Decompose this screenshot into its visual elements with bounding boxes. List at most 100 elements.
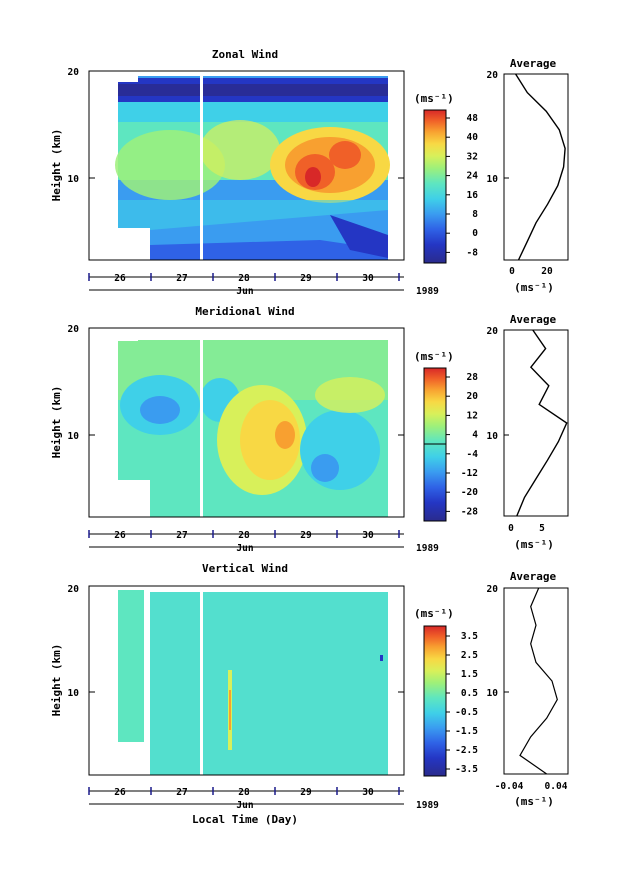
month-label: Jun xyxy=(236,800,253,811)
profile-unit-zonal: (ms⁻¹) xyxy=(514,281,554,294)
day-label: 26 xyxy=(114,273,126,284)
day-label: 28 xyxy=(238,530,250,541)
profile-zonal: Average 20 10 0 20 (ms⁻¹) xyxy=(487,57,569,294)
profile-line-meridional xyxy=(516,329,568,517)
profile-ytick-10-m: 10 xyxy=(487,431,499,442)
day-label: 27 xyxy=(176,273,187,284)
month-label: Jun xyxy=(236,543,253,554)
heatmap-zonal xyxy=(115,76,390,260)
ylabel-zonal: Height (km) xyxy=(50,129,63,202)
colorbar-tick: 48 xyxy=(467,113,479,124)
day-label: 30 xyxy=(362,530,374,541)
axes-frame-meridional xyxy=(88,327,405,518)
yaxis-meridional: 20 10 Height (km) xyxy=(50,324,404,458)
colorbar-tick: -8 xyxy=(467,247,479,258)
ytick-20: 20 xyxy=(68,67,80,78)
profile-meridional: Average 20 10 0 5 (ms⁻¹) xyxy=(487,313,569,551)
profile-ytick-20-m: 20 xyxy=(487,326,499,337)
day-label: 30 xyxy=(362,273,374,284)
colorbar-tick: 24 xyxy=(467,171,479,182)
day-label: 27 xyxy=(176,530,187,541)
colorbar-tick: -2.5 xyxy=(455,745,478,756)
colorbar-tick: -20 xyxy=(461,487,478,498)
colorbar-tick: 4 xyxy=(472,430,478,441)
profile-xtick-1-zonal: 20 xyxy=(541,266,553,277)
day-label: 29 xyxy=(300,787,312,798)
colorbar-tick: 12 xyxy=(467,410,478,421)
ylabel-meridional: Height (km) xyxy=(50,386,63,459)
panel-zonal: Zonal Wind 20 10 xyxy=(50,48,569,297)
profile-xtick-0-vertical: -0.04 xyxy=(495,781,524,792)
profile-xtick-1-meridional: 5 xyxy=(539,523,545,534)
day-label: 28 xyxy=(238,787,250,798)
profile-vertical: Average 20 10 -0.04 0.04 (ms⁻¹) xyxy=(487,570,569,808)
colorbar-tick: 0.5 xyxy=(461,688,478,699)
year-label: 1989 xyxy=(416,543,439,554)
ytick-20-vertical: 20 xyxy=(68,584,80,595)
profile-unit-vertical: (ms⁻¹) xyxy=(514,795,554,808)
colorbar-tick: 32 xyxy=(467,151,478,162)
colorbar-tick: 40 xyxy=(467,132,479,143)
day-label: 26 xyxy=(114,787,126,798)
title-vertical: Vertical Wind xyxy=(202,562,288,575)
xaxis-vertical: 26 27 28 29 30 Jun 1989 xyxy=(88,787,439,811)
day-label: 27 xyxy=(176,787,187,798)
day-label: 30 xyxy=(362,787,374,798)
profile-ytick-10: 10 xyxy=(487,174,499,185)
average-title-zonal: Average xyxy=(510,57,557,70)
average-title-vertical: Average xyxy=(510,570,557,583)
year-label: 1989 xyxy=(416,800,439,811)
axes-frame-vertical xyxy=(88,585,405,776)
panel-meridional: Meridional Wind 20 10 Height (km) xyxy=(50,305,569,554)
profile-ytick-20: 20 xyxy=(487,70,499,81)
axes-frame-zonal xyxy=(88,70,405,261)
colorbar-tick: -1.5 xyxy=(455,726,478,737)
xlabel: Local Time (Day) xyxy=(192,813,298,826)
month-label: Jun xyxy=(236,286,253,297)
colorbar-vertical: (ms⁻¹) 3.5 2.5 1.5 0.5 -0.5 -1.5 -2.5 -3.5 xyxy=(414,607,478,777)
colorbar-tick: 16 xyxy=(467,190,479,201)
ytick-10-meridional: 10 xyxy=(68,431,80,442)
day-label: 29 xyxy=(300,530,312,541)
xaxis-zonal: 26 27 28 29 30 Jun 1989 xyxy=(88,273,439,297)
colorbar-tick: 2.5 xyxy=(461,650,478,661)
ytick-10-vertical: 10 xyxy=(68,688,80,699)
day-label: 26 xyxy=(114,530,126,541)
heatmap-vertical xyxy=(118,590,388,775)
profile-line-zonal xyxy=(515,73,566,261)
colorbar-tick: 8 xyxy=(472,209,478,220)
xaxis-meridional: 26 27 28 29 30 Jun 1989 xyxy=(88,530,439,554)
title-meridional: Meridional Wind xyxy=(195,305,294,318)
colorbar-tick: 0 xyxy=(472,228,478,239)
profile-unit-meridional: (ms⁻¹) xyxy=(514,538,554,551)
colorbar-unit-vertical: (ms⁻¹) xyxy=(414,607,454,620)
title-zonal: Zonal Wind xyxy=(212,48,278,61)
colorbar-tick: 28 xyxy=(467,372,479,383)
profile-xtick-0-meridional: 0 xyxy=(508,523,514,534)
ytick-10: 10 xyxy=(68,174,80,185)
ytick-20-meridional: 20 xyxy=(68,324,80,335)
colorbar-tick: -4 xyxy=(467,449,479,460)
colorbar-tick: -12 xyxy=(461,468,478,479)
colorbar-zonal: (ms⁻¹) 48 40 32 24 16 8 0 -8 xyxy=(414,92,479,264)
profile-line-vertical xyxy=(519,587,558,775)
day-label: 29 xyxy=(300,273,312,284)
profile-xtick-1-vertical: 0.04 xyxy=(545,781,568,792)
colorbar-tick: -0.5 xyxy=(455,707,478,718)
colorbar-tick: -3.5 xyxy=(455,764,478,775)
average-title-meridional: Average xyxy=(510,313,557,326)
profile-ytick-10-v: 10 xyxy=(487,688,499,699)
ylabel-vertical: Height (km) xyxy=(50,644,63,717)
colorbar-unit-zonal: (ms⁻¹) xyxy=(414,92,454,105)
heatmap-meridional xyxy=(118,335,388,517)
panel-vertical: Vertical Wind 20 10 Height (km) (ms⁻¹) 3… xyxy=(50,562,569,826)
colorbar-tick: 1.5 xyxy=(461,669,478,680)
day-label: 28 xyxy=(238,273,250,284)
yaxis-zonal: 20 10 Height (km) xyxy=(50,67,404,201)
colorbar-meridional: (ms⁻¹) 28 20 12 4 -4 -12 -20 -28 xyxy=(414,350,479,522)
colorbar-tick: 20 xyxy=(467,391,479,402)
profile-xtick-0-zonal: 0 xyxy=(509,266,515,277)
year-label: 1989 xyxy=(416,286,439,297)
colorbar-unit-meridional: (ms⁻¹) xyxy=(414,350,454,363)
